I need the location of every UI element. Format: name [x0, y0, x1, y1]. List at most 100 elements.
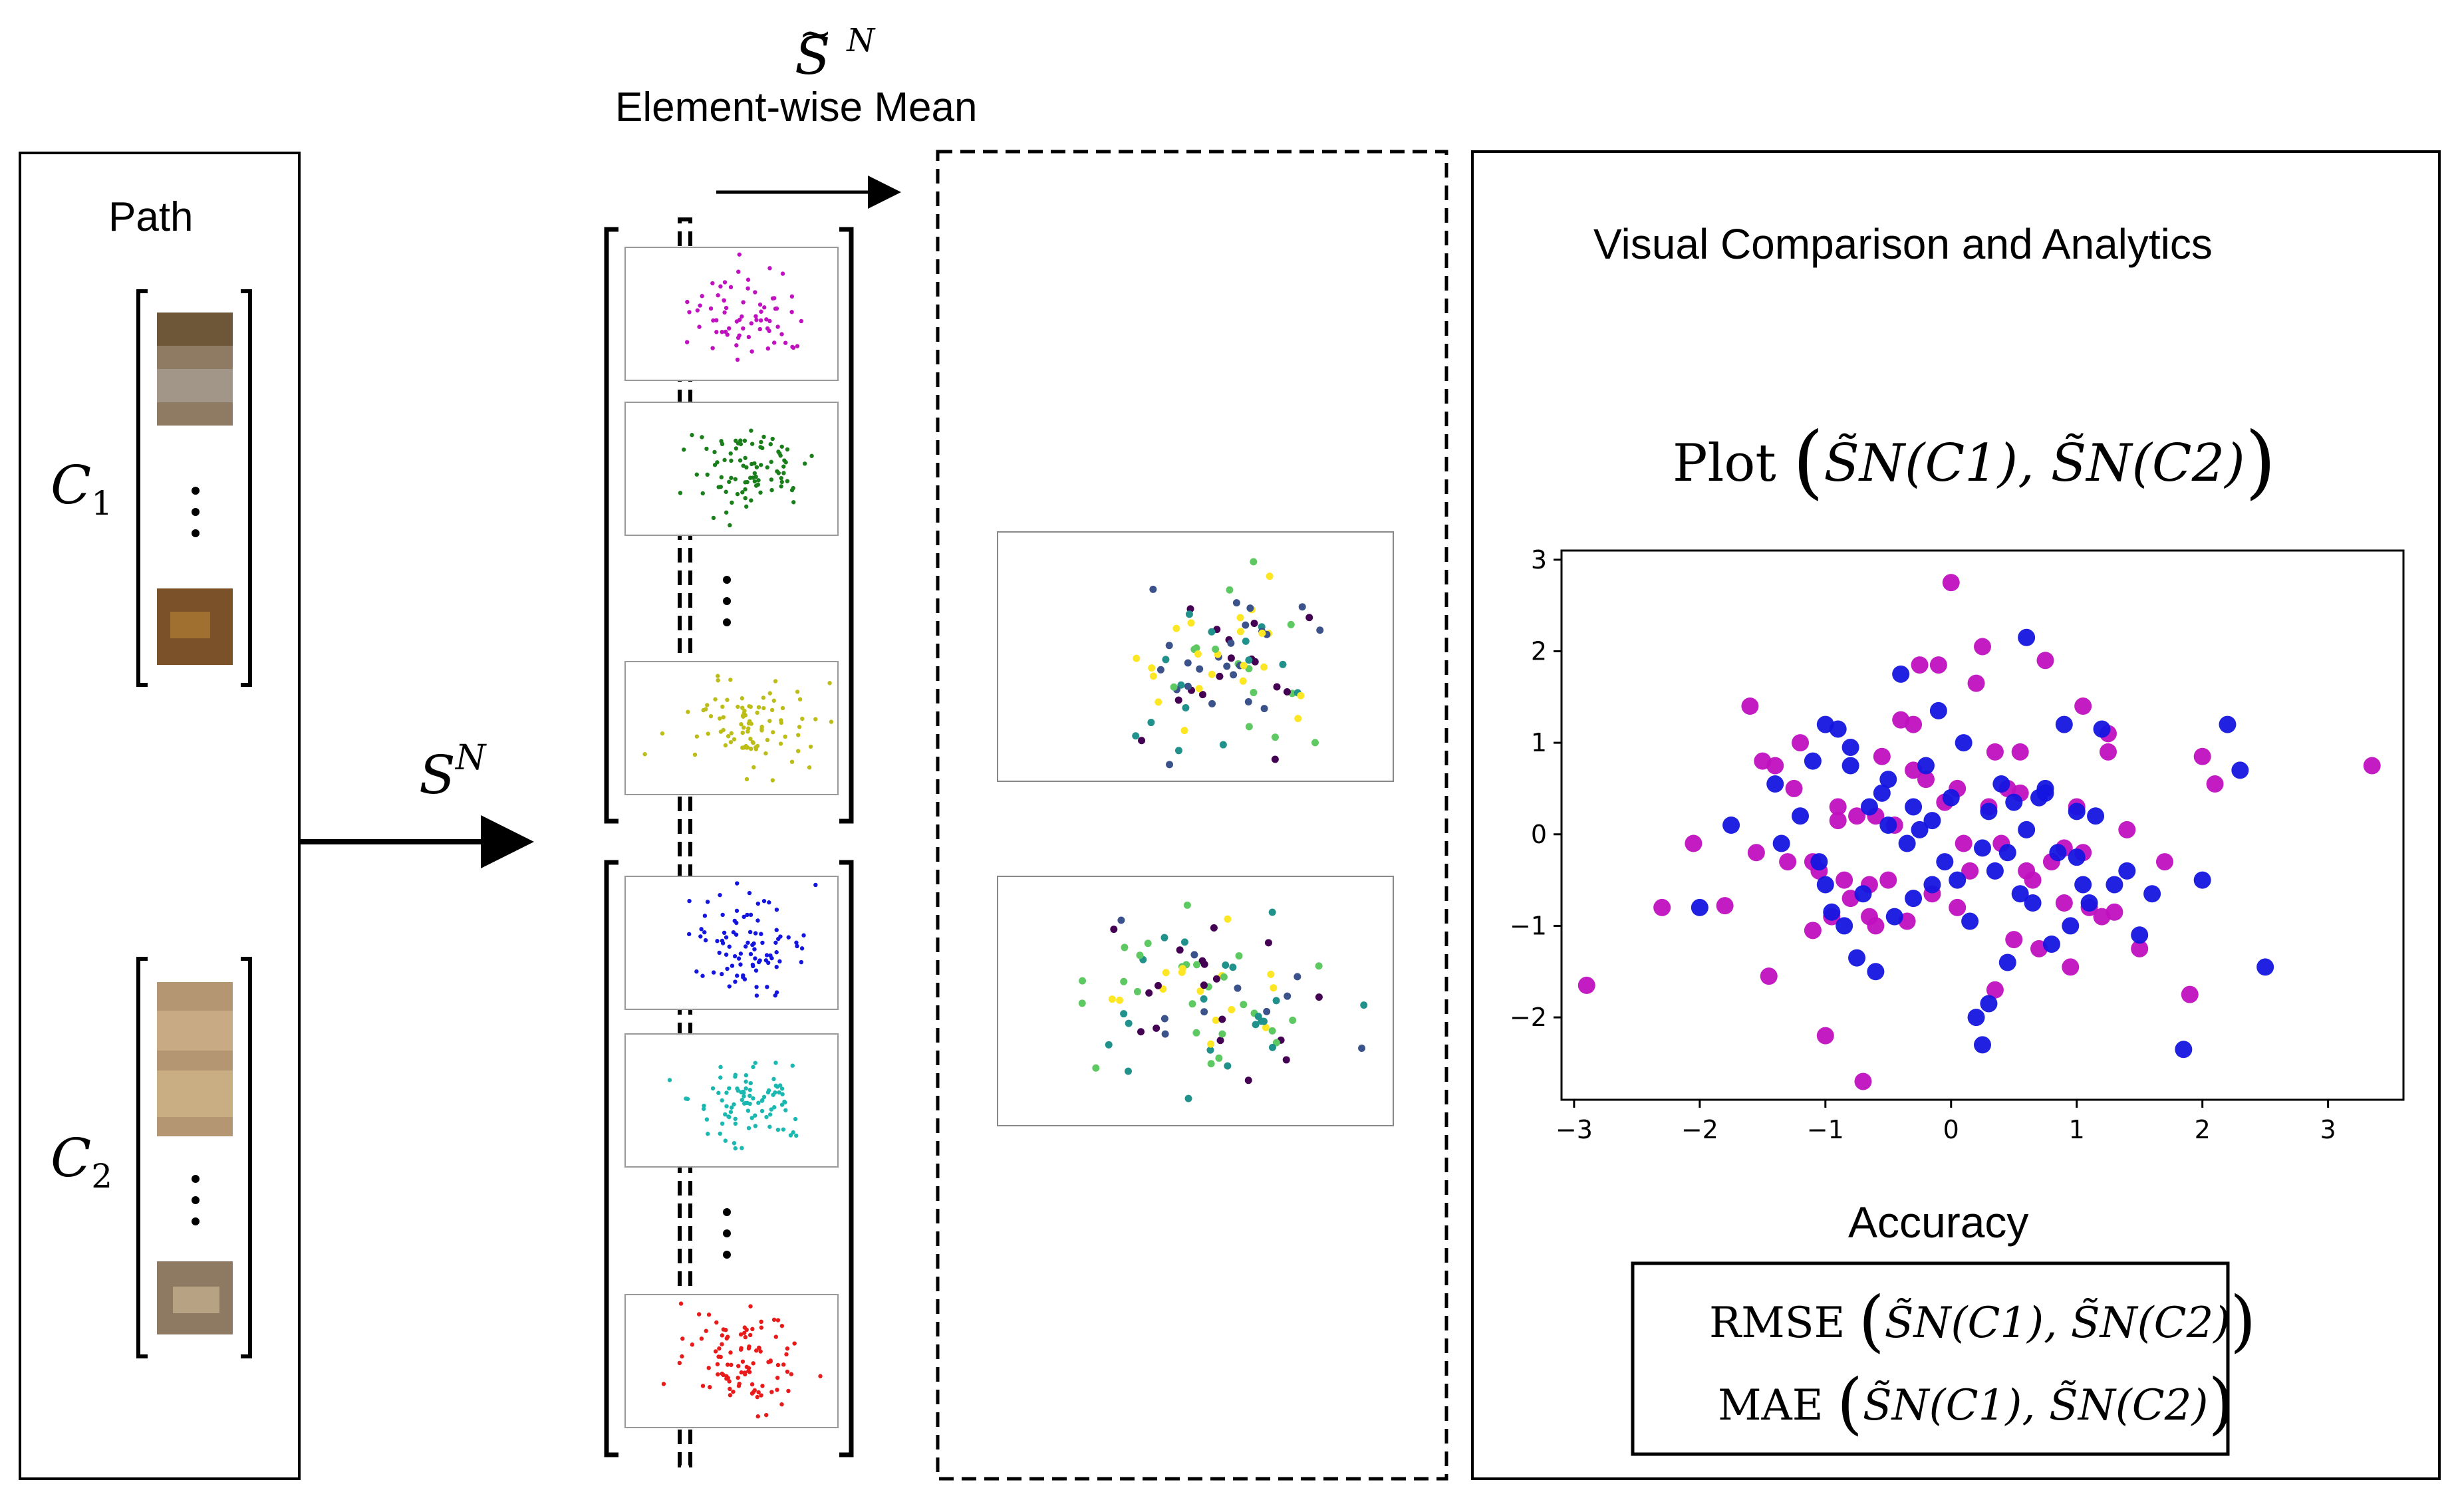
signature-point [699, 927, 704, 932]
mean-point [1218, 1030, 1226, 1038]
signature-point [743, 1334, 748, 1340]
signature-point [750, 441, 755, 446]
scatter-point [1836, 917, 1853, 935]
mean-point [1160, 1015, 1168, 1023]
scatter-point [2181, 985, 2199, 1003]
mean-point [1206, 1046, 1214, 1054]
mean-point [1260, 1017, 1268, 1025]
mean-point [1260, 663, 1268, 671]
mean-point [1212, 645, 1220, 653]
signature-point [687, 898, 692, 904]
signature-point [769, 487, 774, 493]
header-caption: Element-wise Mean [615, 84, 978, 130]
signature-point [780, 271, 785, 276]
signature-point [725, 697, 730, 702]
signature-point [738, 1332, 744, 1337]
mean-point [1240, 1001, 1248, 1009]
class2-label-base: C [51, 1127, 92, 1189]
signature-point [680, 1354, 684, 1359]
scatter-point [1955, 834, 1973, 852]
signature-point [742, 438, 748, 443]
scatter-point [1854, 885, 1872, 903]
signature-plot [624, 661, 839, 795]
signature-point [774, 965, 779, 969]
signature-point [729, 475, 734, 480]
mean-point [1177, 681, 1185, 689]
signature-point [765, 960, 771, 965]
signature-point [829, 719, 834, 724]
y-tick-label: 2 [1531, 636, 1547, 666]
scatter-point [1785, 779, 1803, 797]
signature-point [779, 484, 783, 489]
signature-point [711, 318, 716, 323]
mean-point [1210, 924, 1218, 932]
scatter-point [1860, 798, 1878, 816]
mean-point [1125, 1019, 1133, 1027]
signature-point [721, 727, 726, 733]
scatter-point [2175, 1041, 2193, 1059]
scatter-point [1998, 844, 2016, 862]
signature-point [774, 990, 779, 995]
mean-point [1287, 620, 1295, 628]
mean-point [1258, 629, 1266, 637]
signature-point [754, 318, 759, 322]
signature-point [783, 1100, 787, 1105]
scatter-point [1741, 697, 1759, 715]
signature-point [746, 334, 751, 340]
signature-point [733, 1146, 738, 1151]
signature-point [793, 1116, 798, 1122]
signature-point [753, 968, 759, 973]
signature-point [779, 1102, 785, 1107]
signature-point [742, 1094, 746, 1098]
mean-point [1079, 977, 1087, 985]
scatter-point [1867, 917, 1885, 935]
mean-point [1184, 659, 1192, 667]
element-selection-dashed [678, 217, 692, 1467]
signature-point [734, 446, 739, 451]
mean-point [1166, 761, 1174, 769]
signature-point [813, 882, 818, 888]
mean-point [1271, 733, 1279, 741]
signature-point [744, 777, 750, 782]
scatter-point [1892, 665, 1910, 683]
signature-point [717, 716, 722, 721]
signature-point [728, 678, 733, 682]
mean-point [1224, 915, 1232, 923]
signature-point [774, 949, 779, 955]
signature-point [698, 303, 702, 308]
signature-point [746, 286, 750, 291]
mean-point [1192, 1029, 1200, 1037]
scatter-point [2256, 958, 2274, 976]
signature-point [767, 328, 771, 333]
rmse-label: RMSE [1709, 1299, 1845, 1348]
signature-point [715, 1362, 720, 1366]
signature-point [718, 284, 723, 289]
signature-point [687, 310, 692, 315]
signature-point [704, 446, 709, 451]
signature-point [775, 1375, 780, 1380]
mean-point [1120, 977, 1128, 985]
y-tick-label: 1 [1531, 728, 1547, 757]
signature-point [705, 703, 710, 707]
scatter-point [2106, 876, 2123, 894]
signature-point [767, 318, 772, 324]
signature-point [795, 944, 799, 949]
scatter-point [2018, 628, 2036, 646]
scatter-point [2036, 652, 2054, 670]
scatter-point [1942, 574, 1960, 592]
scatter-point [1685, 834, 1703, 852]
scatter-point [1816, 1027, 1834, 1045]
signature-point [769, 477, 774, 482]
mean-point [1180, 727, 1188, 735]
signature-point [802, 461, 807, 466]
header-symbol-base: S [795, 27, 831, 86]
signature-point [734, 343, 739, 348]
signature-point [763, 1412, 769, 1418]
y-tick-label: −2 [1510, 1003, 1547, 1032]
scatter-point [1854, 1072, 1872, 1090]
signature-point [741, 973, 746, 978]
signature-point [791, 345, 796, 350]
signature-point [797, 725, 802, 729]
